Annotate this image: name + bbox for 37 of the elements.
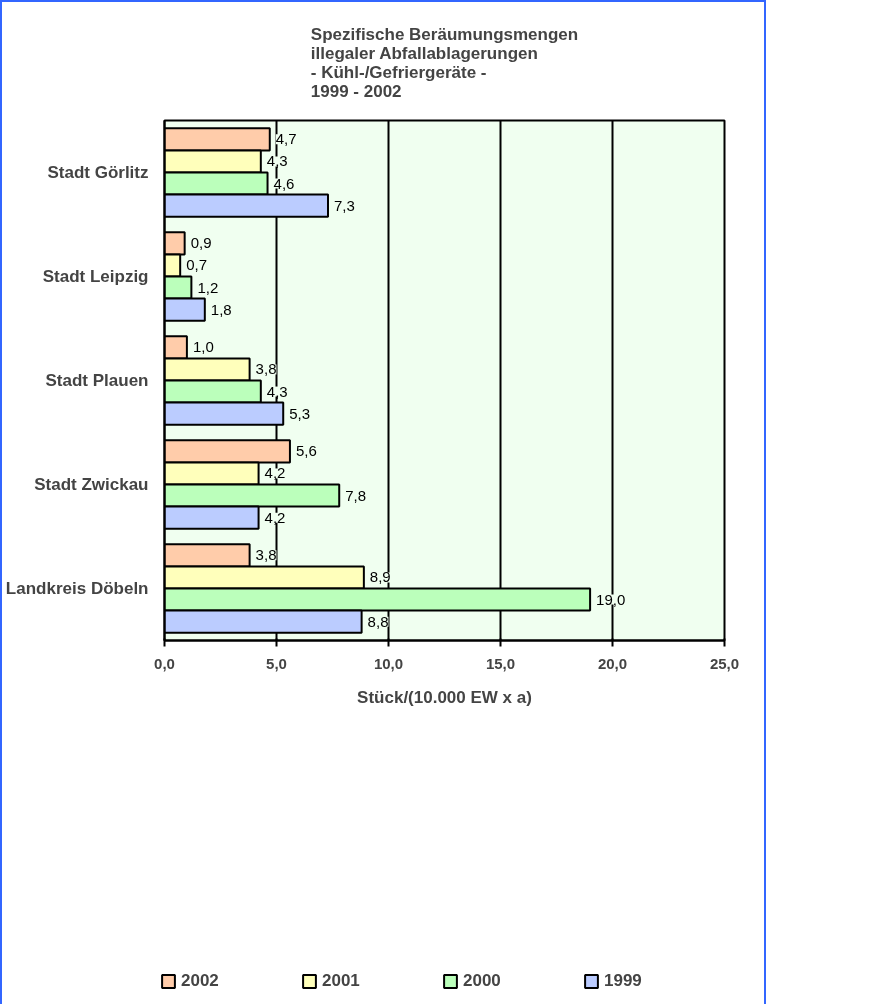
data-label: 4,3 bbox=[266, 152, 288, 170]
y-tick-label: Stadt Leipzig bbox=[42, 267, 149, 286]
data-label: 8,9 bbox=[369, 568, 391, 586]
y-tick-label: Stadt Zwickau bbox=[34, 475, 149, 494]
data-label: 3,8 bbox=[255, 546, 277, 564]
data-label: 5,3 bbox=[289, 404, 311, 422]
x-tick-label: 25,0 bbox=[709, 654, 740, 672]
data-label: 4,2 bbox=[264, 508, 286, 526]
data-label: 0,9 bbox=[190, 234, 212, 252]
legend-label: 2001 bbox=[322, 971, 361, 991]
data-label: 1,8 bbox=[210, 300, 232, 318]
data-label: 19,0 bbox=[596, 590, 626, 608]
y-tick-label: Stadt Plauen bbox=[45, 371, 149, 390]
y-tick-label: Landkreis Döbeln bbox=[5, 579, 149, 598]
legend-label: 1999 bbox=[604, 971, 643, 991]
y-tick-label: Stadt Görlitz bbox=[47, 163, 149, 182]
data-label: 4,3 bbox=[266, 382, 288, 400]
x-tick-label: 20,0 bbox=[597, 654, 628, 672]
data-label: 8,8 bbox=[367, 612, 389, 630]
data-label: 7,3 bbox=[334, 196, 355, 214]
data-label: 5,6 bbox=[295, 442, 317, 460]
x-tick-label: 0,0 bbox=[154, 654, 175, 672]
data-label: 4,7 bbox=[275, 130, 297, 148]
x-tick-label: 15,0 bbox=[485, 654, 516, 672]
legend-label: 2002 bbox=[181, 971, 220, 991]
legend-label: 2000 bbox=[463, 971, 502, 991]
x-tick-label: 10,0 bbox=[373, 654, 404, 672]
x-axis-title: Stück/(10.000 EW x a) bbox=[357, 687, 532, 707]
x-tick-label: 5,0 bbox=[266, 654, 287, 672]
data-label: 7,8 bbox=[345, 486, 367, 504]
chart-title: Spezifische Beräumungsmengen illegaler Abfallablagerungen - Kühl-/Gefriergeräte - 1999 - 2002 bbox=[310, 24, 579, 101]
data-label: 0,7 bbox=[186, 256, 208, 274]
data-label: 4,2 bbox=[264, 464, 286, 482]
data-label: 4,6 bbox=[273, 174, 295, 192]
data-label: 1,0 bbox=[192, 338, 214, 356]
data-label: 3,8 bbox=[255, 360, 277, 378]
data-label: 1,2 bbox=[197, 278, 219, 296]
